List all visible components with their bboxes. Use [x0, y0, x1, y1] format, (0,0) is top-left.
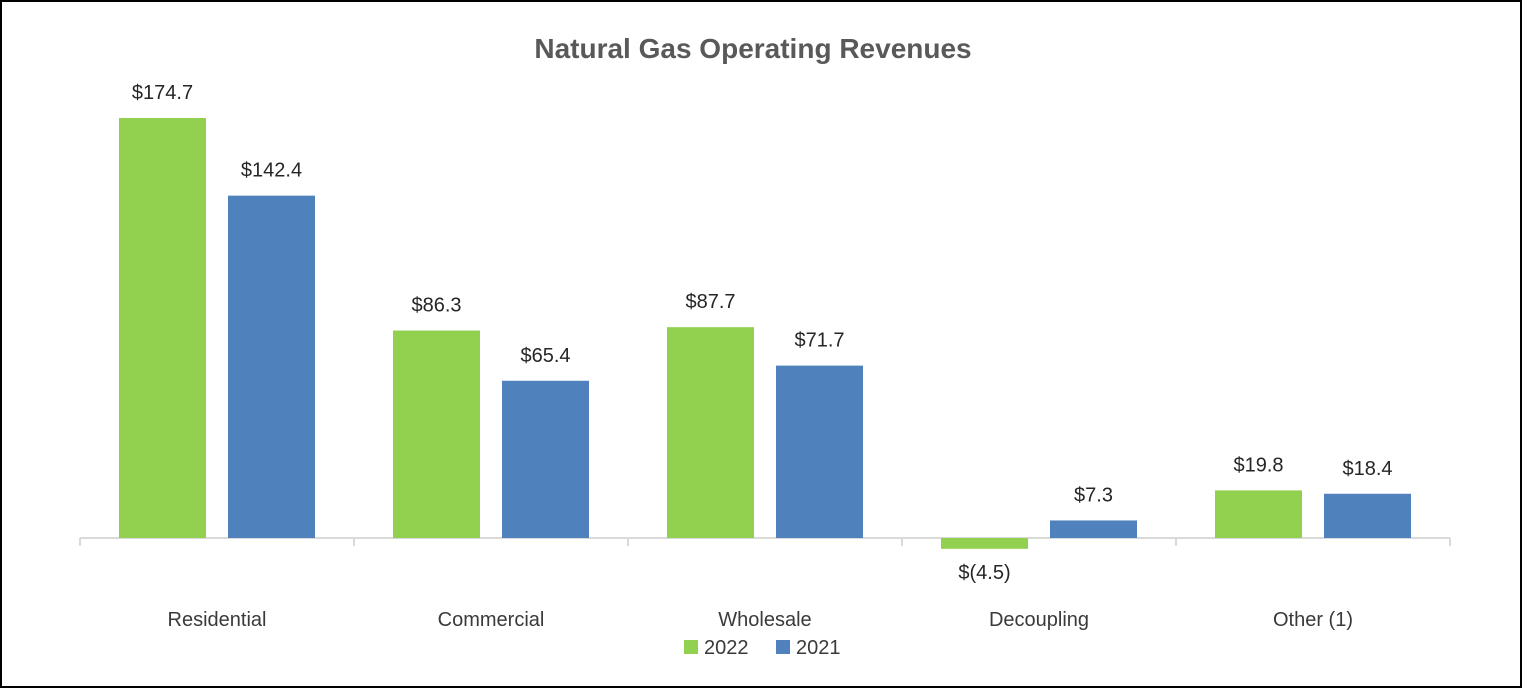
x-tick-label: Wholesale [718, 609, 811, 631]
bar-2022-other-1 [1215, 490, 1302, 538]
data-label: $142.4 [241, 160, 302, 182]
bar-2021-residential [228, 195, 315, 538]
data-label: $65.4 [520, 345, 570, 367]
x-tick-label: Residential [168, 609, 267, 631]
legend-swatch-2022 [684, 640, 698, 654]
data-label: $18.4 [1342, 458, 1392, 480]
x-tick-label: Commercial [438, 609, 545, 631]
bar-2022-wholesale [667, 327, 754, 538]
x-tick-label: Decoupling [989, 609, 1089, 631]
chart-marks: $174.7 $142.4 Residential $86.3 $65.4 Commerc… [79, 82, 1451, 631]
bar-2022-decoupling [941, 538, 1028, 549]
bar-2022-residential [119, 118, 206, 538]
legend-swatch-2021 [776, 640, 790, 654]
legend-label-2021: 2021 [796, 637, 841, 659]
bar-2022-commercial [393, 330, 480, 538]
bar-2021-commercial [502, 380, 589, 538]
data-label: $87.7 [685, 291, 735, 313]
data-label: $71.7 [794, 330, 844, 352]
legend-label-2022: 2022 [704, 637, 749, 659]
data-label: $(4.5) [958, 562, 1010, 584]
data-label: $19.8 [1233, 454, 1283, 476]
bar-2021-wholesale [776, 365, 863, 538]
data-label: $86.3 [411, 295, 461, 317]
data-label: $174.7 [132, 82, 193, 104]
bar-2021-other-1 [1324, 493, 1411, 538]
chart-legend: 2022 2021 [684, 637, 841, 659]
bar-2021-decoupling [1050, 520, 1137, 538]
x-tick-label: Other (1) [1273, 609, 1353, 631]
data-label: $7.3 [1074, 484, 1113, 506]
chart-title: Natural Gas Operating Revenues [534, 33, 971, 64]
